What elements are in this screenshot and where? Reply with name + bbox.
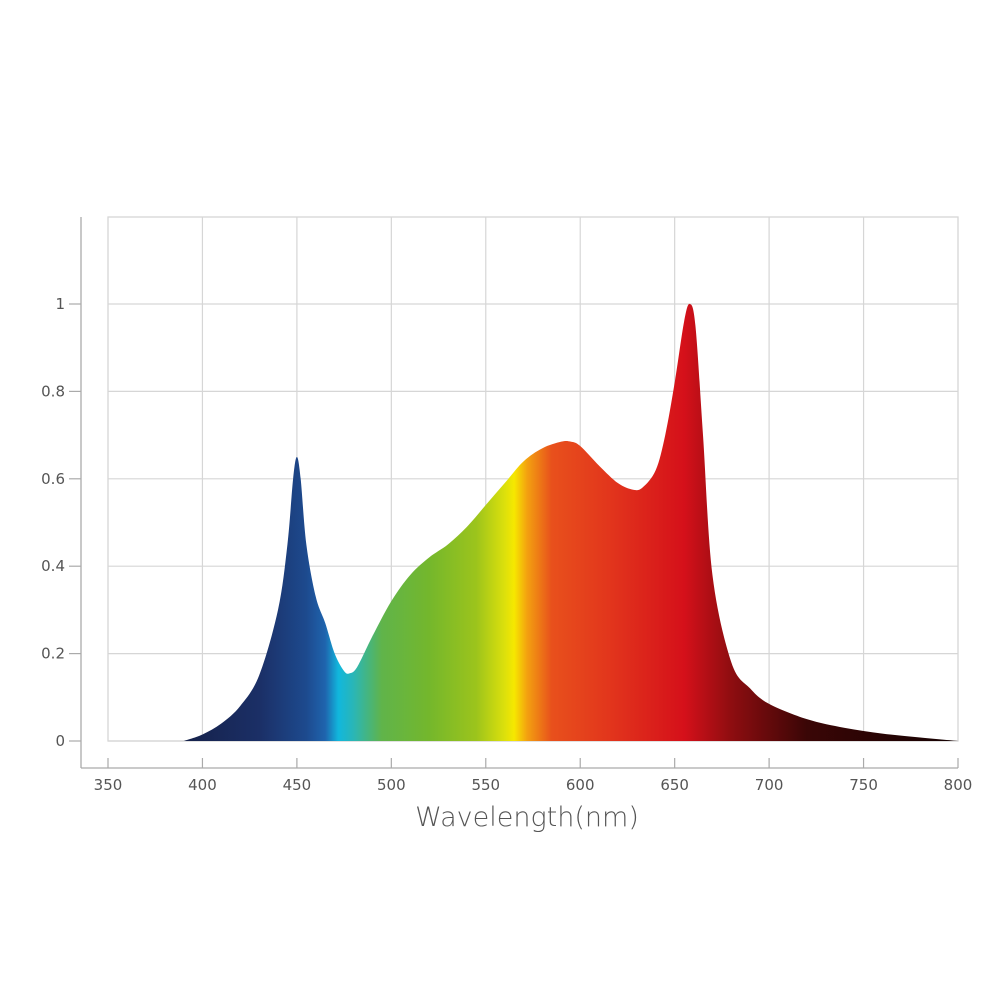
y-tick-label: 0 [55, 732, 65, 750]
axes [80, 217, 958, 769]
x-tick-label: 800 [944, 776, 973, 794]
x-tick-label: 750 [849, 776, 878, 794]
y-tick-label: 0.2 [41, 645, 65, 663]
x-tick-label: 550 [471, 776, 500, 794]
x-tick-label: 500 [377, 776, 406, 794]
x-tick-label: 400 [188, 776, 217, 794]
x-tick-label: 650 [660, 776, 689, 794]
x-tick-label: 450 [283, 776, 312, 794]
y-tick-label: 0.4 [41, 557, 65, 575]
y-axis-ticks: 0 0.2 0.4 0.6 0.8 1 [41, 295, 81, 750]
x-tick-label: 600 [566, 776, 595, 794]
x-tick-label: 700 [755, 776, 784, 794]
spectrum-area [183, 303, 959, 741]
x-axis-ticks: 350 400 450 500 550 600 650 700 750 800 [94, 758, 973, 794]
y-tick-label: 0.8 [41, 382, 65, 400]
y-tick-label: 0.6 [41, 470, 65, 488]
x-axis-title: Wavelength(nm) [415, 802, 639, 833]
y-tick-label: 1 [55, 295, 65, 313]
x-tick-label: 350 [94, 776, 123, 794]
